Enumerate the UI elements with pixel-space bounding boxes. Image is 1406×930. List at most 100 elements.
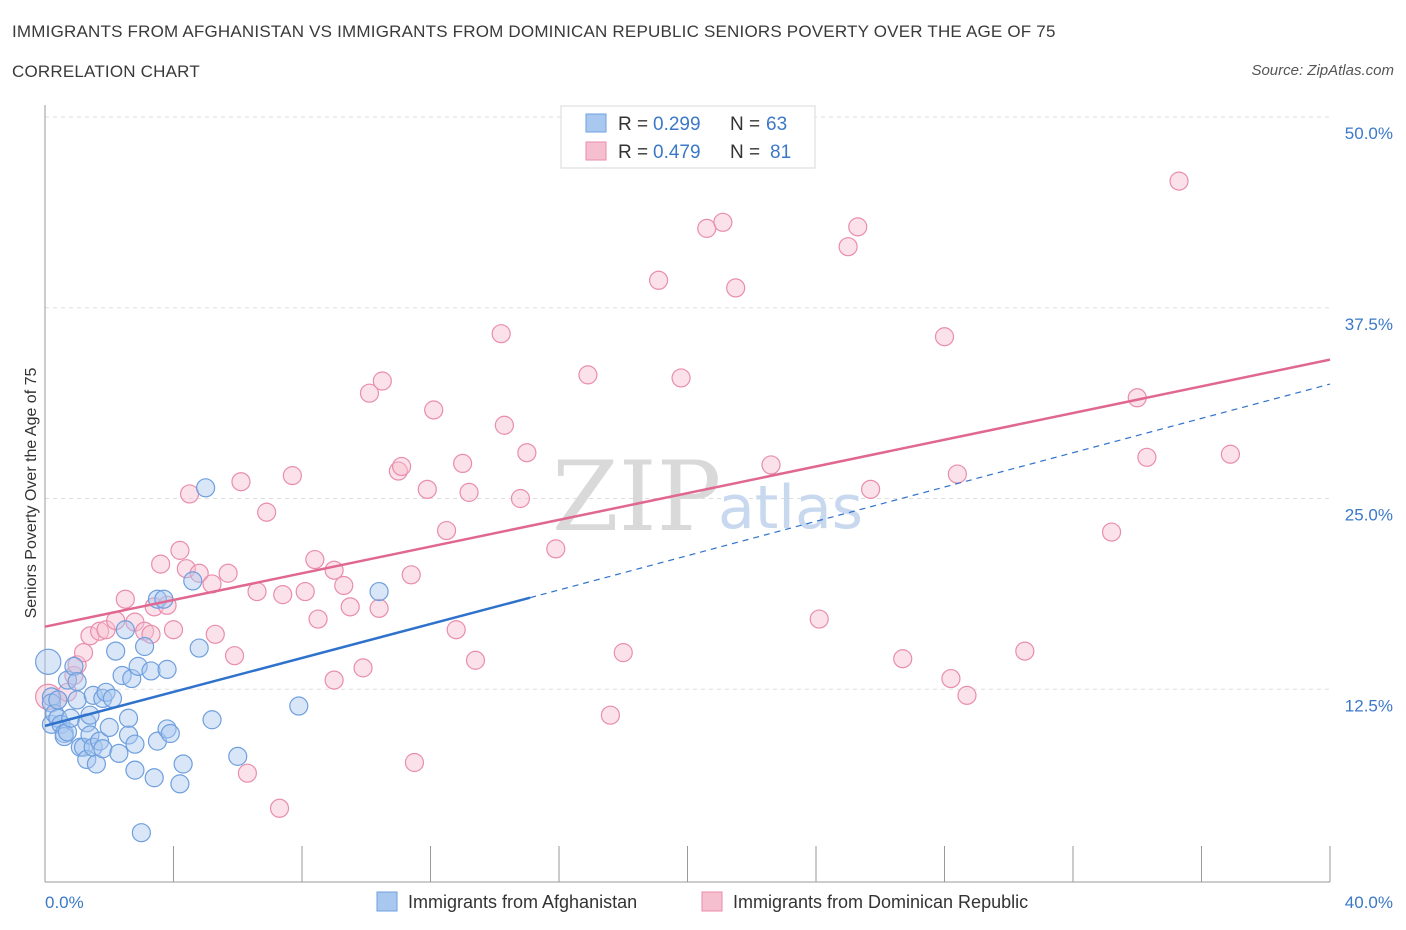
- dominican-republic-point-74: [934, 327, 955, 347]
- dominican-republic-point-67: [726, 278, 746, 298]
- dominican-republic-point-79: [1101, 522, 1122, 542]
- afghanistan-point-57: [228, 746, 248, 766]
- legend-swatch-afghanistan: [376, 891, 398, 912]
- dominican-republic-point-18: [170, 540, 190, 560]
- afghanistan-point-27: [93, 739, 113, 759]
- watermark-zip: ZIP: [552, 441, 721, 553]
- source-label: Source: ZipAtlas.com: [1251, 62, 1394, 79]
- y-tick-labels: 50.0% 37.5% 25.0% 12.5%: [1345, 124, 1393, 715]
- trendline-afghanistan-extension: [529, 383, 1331, 599]
- trendline-afghanistan: [44, 596, 531, 728]
- dominican-republic-point-66: [713, 212, 733, 232]
- afghanistan-point-51: [170, 774, 190, 794]
- stats-r-value-blue: 0.299: [653, 114, 701, 135]
- dominican-republic-point-69: [809, 609, 829, 629]
- watermark-atlas: atlas: [718, 473, 863, 543]
- y-axis-title: Seniors Poverty Over the Age of 75: [23, 368, 40, 619]
- dominican-republic-point-28: [247, 581, 267, 602]
- legend-label-dominican-republic: Immigrants from Dominican Republic: [733, 892, 1028, 912]
- y-tick-label-3: 12.5%: [1345, 696, 1393, 715]
- dominican-republic-point-27: [237, 763, 257, 783]
- afghanistan-point-19: [77, 749, 97, 770]
- y-tick-label-2: 25.0%: [1345, 506, 1393, 525]
- dominican-republic-point-21: [189, 563, 209, 583]
- dominican-republic-point-5: [73, 643, 94, 663]
- trendline-dominican-republic: [44, 358, 1331, 628]
- dominican-republic-point-15: [151, 554, 171, 574]
- afghanistan-point-47: [154, 589, 174, 609]
- dominican-republic-point-42: [369, 598, 389, 618]
- afghanistan-point-43: [141, 661, 161, 681]
- stats-n-value-pink: 81: [770, 142, 791, 163]
- dominican-republic-point-48: [417, 479, 437, 499]
- afghanistan-point-52: [173, 754, 193, 774]
- dominican-republic-point-37: [324, 670, 344, 690]
- dominican-republic-point-40: [353, 658, 373, 678]
- dominican-republic-point-7: [90, 621, 110, 641]
- dominican-republic-point-31: [273, 585, 293, 605]
- afghanistan-point-31: [106, 641, 126, 661]
- dominican-republic-point-71: [848, 217, 868, 237]
- legend-swatch-dominican-republic: [701, 891, 723, 912]
- dominican-republic-point-70: [838, 237, 858, 257]
- dominican-republic-point-64: [671, 368, 691, 388]
- afghanistan-point-55: [196, 478, 216, 498]
- dominican-republic-point-34: [305, 549, 325, 570]
- afghanistan-point-36: [118, 708, 139, 728]
- dominican-republic-point-38: [334, 575, 354, 596]
- x-tick-label-max: 40.0%: [1345, 893, 1393, 912]
- dominican-republic-point-24: [218, 563, 238, 583]
- dominican-republic-point-65: [697, 218, 717, 238]
- stats-r-value-pink: 0.479: [653, 142, 701, 163]
- dominican-republic-point-25: [224, 646, 245, 666]
- dominican-republic-point-51: [446, 620, 466, 640]
- afghanistan-point-42: [134, 636, 155, 657]
- dominican-republic-point-76: [947, 464, 967, 484]
- afghanistan-point-49: [157, 659, 177, 680]
- dominican-republic-point-29: [257, 502, 277, 522]
- afghanistan-point-34: [115, 620, 135, 640]
- dominican-republic-point-20: [179, 484, 200, 504]
- dominican-republic-point-62: [613, 643, 633, 663]
- dominican-republic-point-33: [295, 581, 315, 602]
- dominican-republic-point-4: [67, 655, 87, 675]
- afghanistan-point-30: [102, 688, 123, 709]
- dominican-republic-point-30: [269, 798, 290, 818]
- afghanistan-point-40: [128, 656, 148, 676]
- afghanistan-point-58: [289, 696, 309, 716]
- dominican-republic-point-23: [205, 624, 225, 644]
- y-tick-label-0: 50.0%: [1345, 124, 1393, 143]
- dominican-republic-point-17: [163, 620, 184, 640]
- dominican-republic-point-73: [893, 649, 913, 669]
- stats-n-value-blue: 63: [766, 114, 787, 135]
- afghanistan-point-32: [109, 743, 129, 763]
- dominican-republic-point-46: [401, 565, 421, 585]
- stats-legend-swatch-pink: [585, 141, 607, 161]
- dominican-republic-point-63: [648, 270, 669, 290]
- x-axis-ticks: [44, 846, 1331, 882]
- dominican-republic-point-57: [510, 488, 531, 509]
- afghanistan-point-59: [369, 581, 389, 602]
- dominican-republic-point-45: [391, 456, 412, 477]
- dominican-republic-point-72: [861, 479, 881, 499]
- afghanistan-point-21: [80, 725, 100, 745]
- dominican-republic-point-61: [600, 705, 621, 725]
- afghanistan-point-50: [160, 723, 180, 744]
- dominican-republic-point-43: [372, 371, 392, 391]
- afghanistan-point-0: [35, 648, 62, 675]
- dominican-republic-point-50: [436, 520, 457, 541]
- afghanistan-point-37: [122, 668, 142, 689]
- dominican-republic-point-32: [282, 466, 302, 486]
- dominican-republic-point-35: [308, 609, 328, 629]
- stats-n-label-blue: N =: [730, 114, 760, 135]
- stats-legend-swatch-blue: [585, 113, 607, 133]
- dominican-republic-point-49: [424, 400, 444, 420]
- dominican-republic-point-60: [578, 365, 598, 385]
- dominican-republic-point-78: [1015, 641, 1035, 661]
- chart-title: IMMIGRANTS FROM AFGHANISTAN VS IMMIGRANT…: [12, 22, 1056, 41]
- dominican-republic-point-39: [340, 597, 360, 617]
- afghanistan-point-44: [144, 768, 164, 788]
- afghanistan-point-38: [125, 734, 145, 754]
- dominican-republic-point-26: [231, 472, 251, 492]
